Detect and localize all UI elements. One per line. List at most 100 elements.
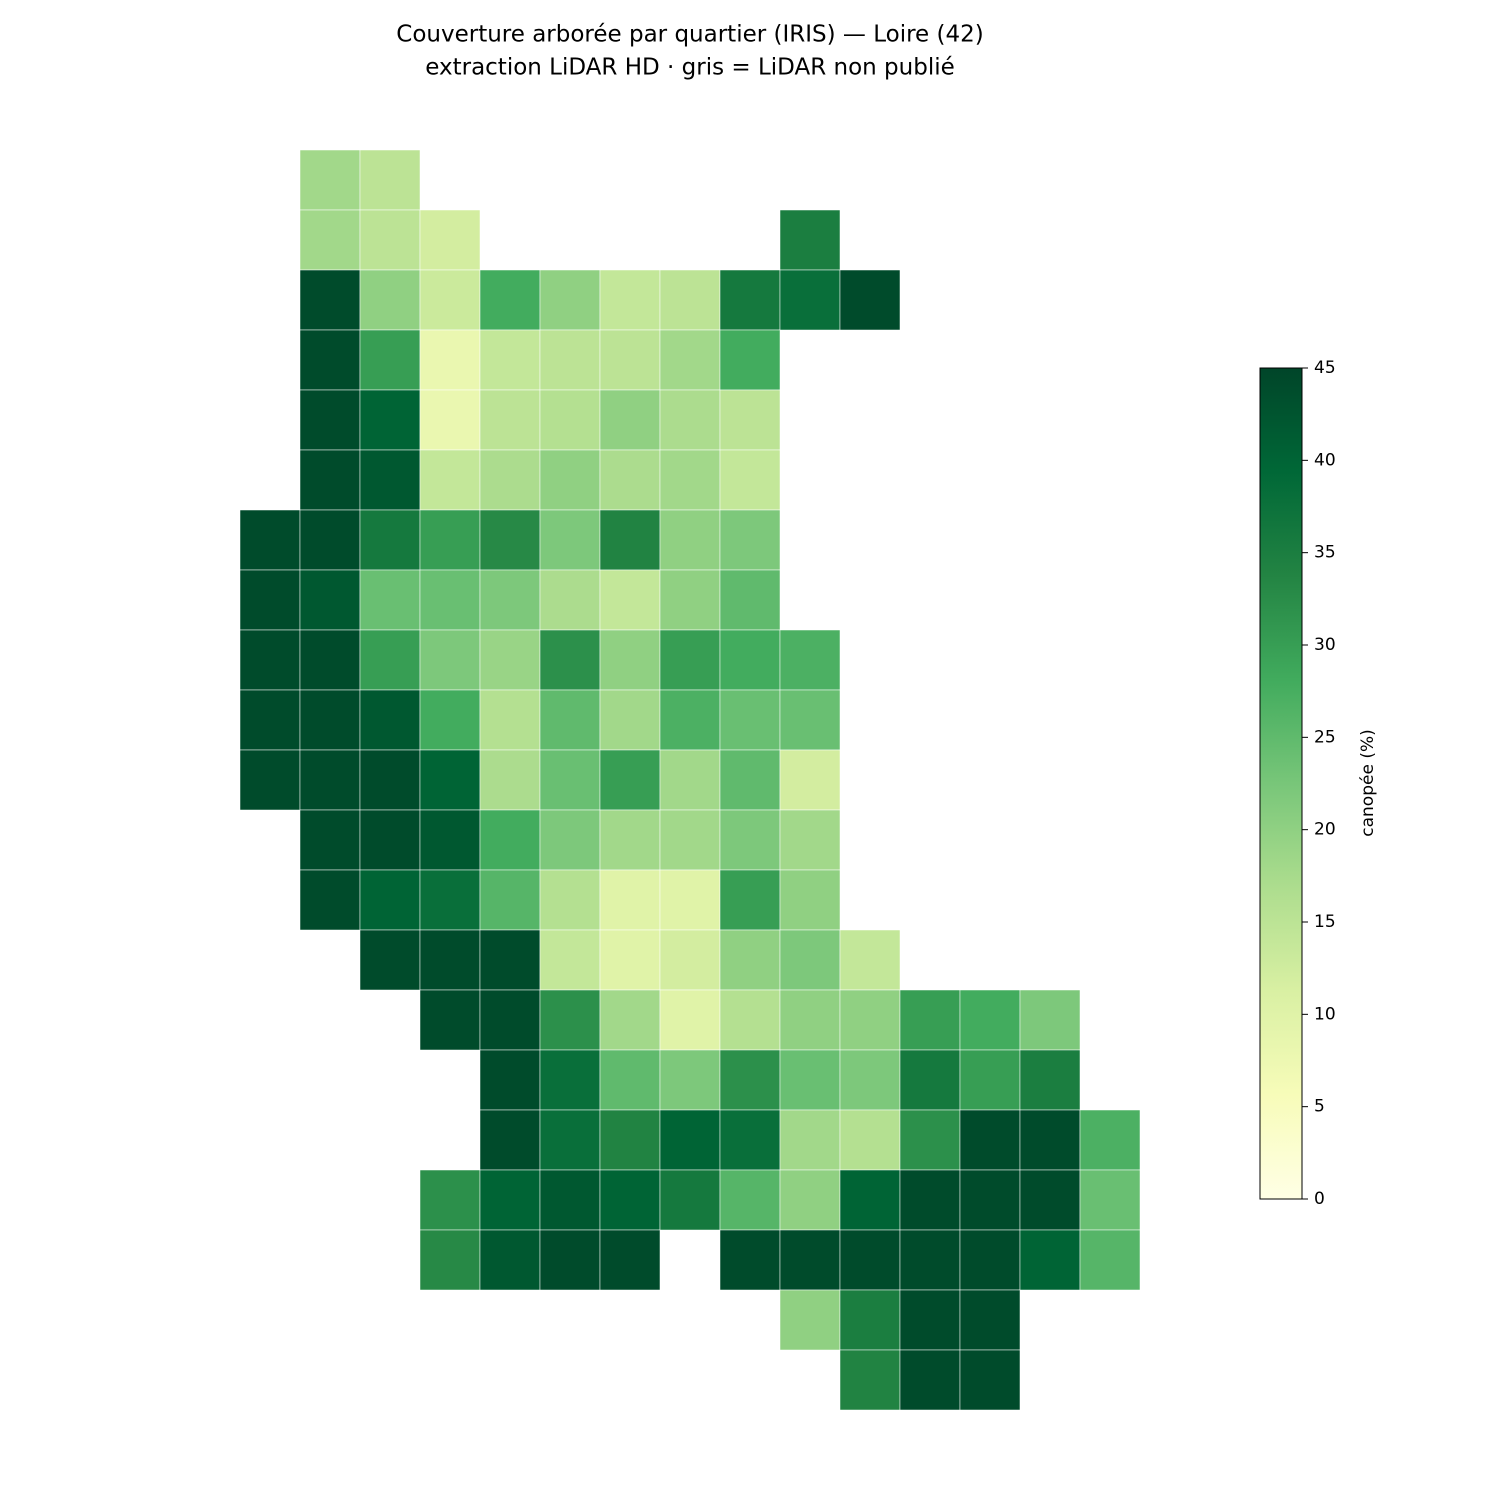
- colorbar-tick-label: 5: [1314, 1097, 1325, 1117]
- iris-area: [599, 989, 661, 1051]
- iris-area: [779, 929, 841, 991]
- iris-area: [719, 809, 781, 871]
- iris-area: [719, 569, 781, 631]
- colorbar-tick-label: 35: [1314, 543, 1336, 563]
- colorbar-tick-label: 25: [1314, 727, 1336, 747]
- iris-area: [839, 269, 901, 331]
- iris-area: [659, 1049, 721, 1111]
- iris-area: [839, 989, 901, 1051]
- iris-area: [359, 449, 421, 511]
- iris-area: [419, 869, 481, 931]
- iris-area: [479, 989, 541, 1051]
- iris-area: [779, 809, 841, 871]
- iris-area: [659, 809, 721, 871]
- iris-area: [479, 869, 541, 931]
- iris-area: [359, 749, 421, 811]
- iris-area: [719, 989, 781, 1051]
- iris-area: [599, 269, 661, 331]
- iris-area: [659, 1109, 721, 1171]
- iris-area: [599, 869, 661, 931]
- colorbar: [1259, 367, 1303, 1200]
- iris-area: [539, 749, 601, 811]
- map: [239, 149, 1141, 1411]
- iris-area: [719, 449, 781, 511]
- iris-area: [539, 869, 601, 931]
- chart-title: Couverture arborée par quartier (IRIS) —…: [396, 22, 983, 48]
- iris-area: [359, 389, 421, 451]
- iris-area: [779, 1109, 841, 1171]
- iris-area: [299, 509, 361, 571]
- iris-area: [1079, 1169, 1141, 1231]
- iris-area: [299, 329, 361, 391]
- iris-area: [479, 749, 541, 811]
- iris-area: [539, 989, 601, 1051]
- iris-area: [539, 629, 601, 691]
- iris-area: [719, 869, 781, 931]
- colorbar-tick-label: 10: [1314, 1004, 1336, 1024]
- iris-area: [479, 1229, 541, 1291]
- iris-area: [479, 269, 541, 331]
- iris-area: [779, 1289, 841, 1351]
- iris-area: [479, 449, 541, 511]
- colorbar-label: canopée (%): [1358, 729, 1378, 836]
- iris-area: [359, 269, 421, 331]
- iris-area: [419, 449, 481, 511]
- iris-area: [899, 1349, 961, 1411]
- iris-area: [479, 929, 541, 991]
- iris-area: [659, 1169, 721, 1231]
- iris-area: [359, 209, 421, 271]
- iris-area: [659, 749, 721, 811]
- iris-area: [239, 689, 301, 751]
- iris-area: [779, 629, 841, 691]
- iris-area: [959, 1109, 1021, 1171]
- iris-area: [359, 809, 421, 871]
- iris-area: [719, 1229, 781, 1291]
- iris-area: [839, 1049, 901, 1111]
- iris-area: [719, 749, 781, 811]
- iris-area: [599, 449, 661, 511]
- iris-area: [959, 1229, 1021, 1291]
- iris-area: [419, 929, 481, 991]
- iris-area: [479, 809, 541, 871]
- iris-area: [1019, 1229, 1081, 1291]
- iris-area: [299, 749, 361, 811]
- iris-area: [479, 1169, 541, 1231]
- iris-area: [1079, 1109, 1141, 1171]
- iris-area: [899, 1229, 961, 1291]
- iris-area: [479, 1109, 541, 1171]
- iris-area: [299, 809, 361, 871]
- iris-area: [539, 329, 601, 391]
- colorbar-tick-label: 20: [1314, 820, 1336, 840]
- colorbar-tick-label: 0: [1314, 1189, 1325, 1209]
- iris-area: [719, 689, 781, 751]
- iris-area: [419, 209, 481, 271]
- iris-area: [599, 809, 661, 871]
- iris-area: [239, 629, 301, 691]
- colorbar-tick-label: 45: [1314, 358, 1336, 378]
- iris-area: [419, 569, 481, 631]
- iris-area: [539, 269, 601, 331]
- iris-area: [299, 269, 361, 331]
- iris-area: [419, 989, 481, 1051]
- iris-area: [299, 629, 361, 691]
- iris-area: [539, 689, 601, 751]
- iris-area: [719, 329, 781, 391]
- iris-area: [839, 1349, 901, 1411]
- iris-area: [359, 509, 421, 571]
- iris-area: [1019, 1049, 1081, 1111]
- iris-area: [419, 1229, 481, 1291]
- iris-area: [659, 629, 721, 691]
- iris-area: [419, 809, 481, 871]
- iris-area: [779, 209, 841, 271]
- iris-area: [839, 1169, 901, 1231]
- iris-area: [719, 389, 781, 451]
- iris-area: [539, 1229, 601, 1291]
- iris-area: [719, 509, 781, 571]
- iris-area: [299, 209, 361, 271]
- iris-area: [719, 1049, 781, 1111]
- iris-area: [419, 509, 481, 571]
- iris-area: [299, 689, 361, 751]
- iris-area: [599, 689, 661, 751]
